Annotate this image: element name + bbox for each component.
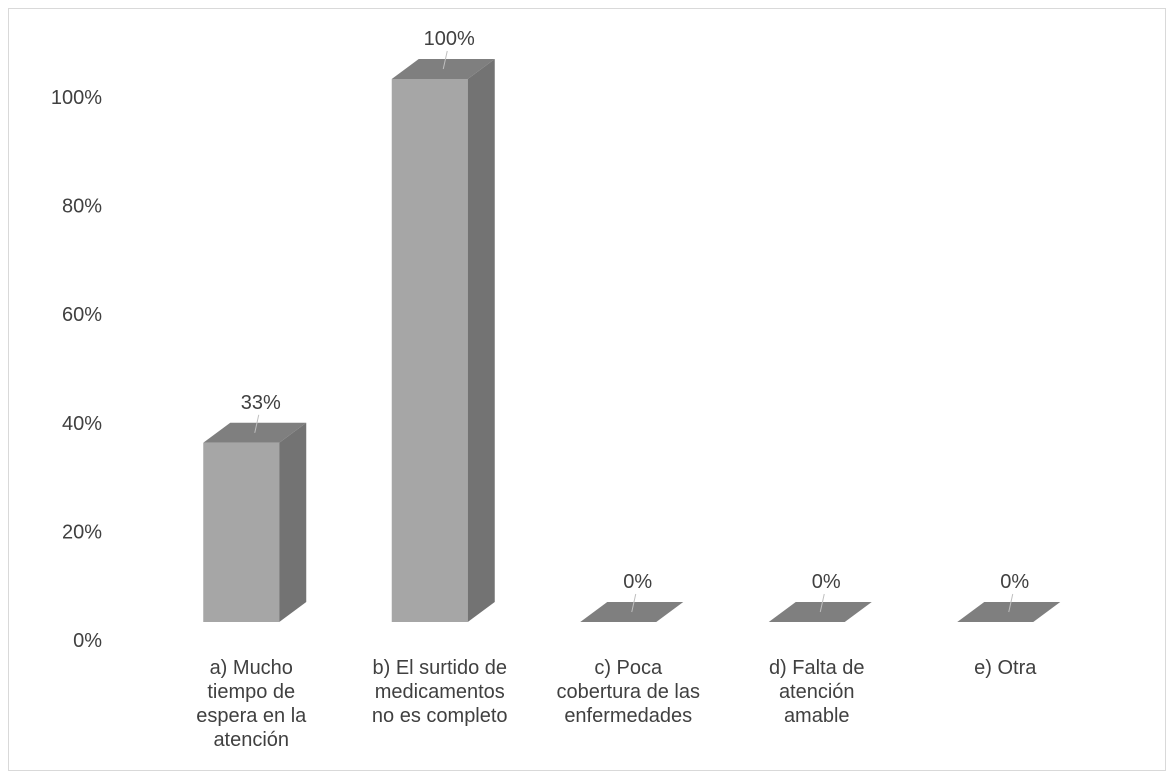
x-category-label: c) Poca cobertura de las enfermedades (557, 657, 700, 727)
y-tick-label: 40% (62, 413, 102, 435)
bar-front (203, 442, 280, 622)
bar-front (391, 79, 468, 622)
bars (203, 59, 1061, 622)
x-category-label: d) Falta de atención amable (769, 657, 865, 727)
bar-side (279, 422, 307, 622)
data-label: 100% (424, 28, 475, 50)
leader-line (819, 593, 825, 613)
y-tick-label: 60% (62, 304, 102, 326)
x-category-label: e) Otra (974, 657, 1037, 679)
x-category-line: espera en la (196, 705, 307, 727)
y-axis-ticks: 0% 20% 40% 60% 80% 100% (51, 87, 102, 652)
x-category-line: a) Mucho (210, 657, 293, 679)
data-label: 0% (1000, 571, 1029, 593)
x-axis-labels: a) Mucho tiempo de espera en la atenciónb) … (196, 657, 1037, 751)
leader-line (631, 593, 637, 613)
chart-frame (8, 8, 1166, 771)
x-category-line: medicamentos (375, 681, 505, 703)
x-category-line: atención (779, 681, 855, 703)
y-tick-label: 80% (62, 196, 102, 218)
x-category-line: c) Poca (594, 657, 663, 679)
leader-line (1008, 593, 1014, 613)
x-category-line: amable (784, 705, 850, 727)
data-label: 0% (812, 571, 841, 593)
x-category-line: d) Falta de (769, 657, 865, 679)
x-category-label: b) El surtido de medicamentos no es comple… (372, 657, 508, 727)
x-category-line: enfermedades (564, 705, 692, 727)
leader-line (442, 50, 448, 70)
data-label: 0% (623, 571, 652, 593)
x-category-label: a) Mucho tiempo de espera en la atención (196, 657, 307, 751)
x-category-line: cobertura de las (557, 681, 700, 703)
y-tick-label: 0% (73, 630, 102, 652)
x-category-line: tiempo de (207, 681, 295, 703)
x-category-line: no es completo (372, 705, 508, 727)
bar (391, 59, 495, 622)
y-tick-label: 100% (51, 87, 102, 109)
data-label: 33% (241, 392, 281, 414)
data-labels: 33% 100% 0% 0% 0% (241, 28, 1029, 613)
bar-side (467, 59, 495, 622)
x-category-line: b) El surtido de (372, 657, 507, 679)
x-category-line: e) Otra (974, 657, 1037, 679)
leader-line (254, 414, 260, 433)
y-tick-label: 20% (62, 521, 102, 543)
bar (203, 422, 307, 622)
x-category-line: atención (213, 729, 289, 751)
